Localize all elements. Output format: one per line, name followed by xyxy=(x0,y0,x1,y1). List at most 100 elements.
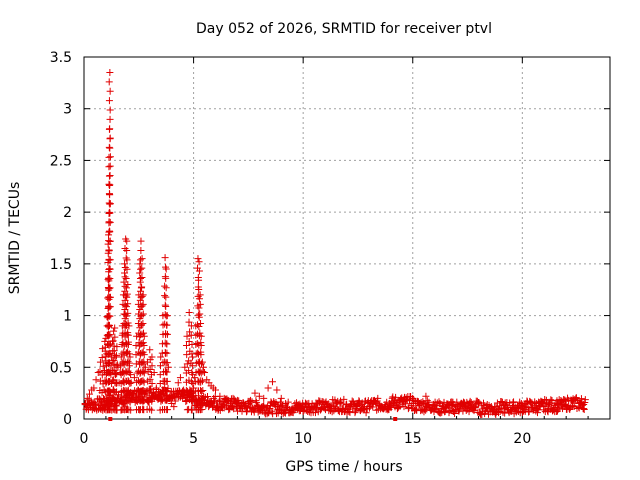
data-point xyxy=(112,352,120,360)
data-point xyxy=(138,302,146,310)
data-point xyxy=(437,409,445,417)
data-point xyxy=(422,392,430,400)
data-point xyxy=(81,399,89,407)
y-axis-label: SRMTID / TECUs xyxy=(7,182,23,295)
data-point xyxy=(196,291,204,299)
data-point xyxy=(183,332,191,340)
data-point xyxy=(362,409,370,417)
x-tick-label: 0 xyxy=(80,431,89,447)
data-point xyxy=(161,282,169,290)
data-point xyxy=(188,353,196,361)
data-point xyxy=(136,305,144,313)
data-point xyxy=(113,388,121,396)
data-point xyxy=(336,398,344,406)
data-point xyxy=(439,405,447,413)
data-point xyxy=(540,406,548,414)
data-point xyxy=(106,200,114,208)
data-point xyxy=(140,360,148,368)
data-point xyxy=(122,284,130,292)
data-point xyxy=(189,362,197,370)
data-point xyxy=(161,339,169,347)
data-point xyxy=(575,399,583,407)
data-point xyxy=(127,371,135,379)
data-point xyxy=(105,78,113,86)
data-point xyxy=(185,308,193,316)
data-point xyxy=(163,368,171,376)
data-point xyxy=(220,394,228,402)
data-point xyxy=(471,404,479,412)
data-point xyxy=(176,374,184,382)
data-point xyxy=(339,405,347,413)
data-point xyxy=(229,394,237,402)
data-point xyxy=(137,246,145,254)
data-point xyxy=(121,273,129,281)
data-point xyxy=(136,256,144,264)
data-point xyxy=(553,401,561,409)
data-point xyxy=(211,397,219,405)
data-point xyxy=(516,398,524,406)
data-point xyxy=(106,115,114,123)
data-point xyxy=(162,293,170,301)
data-point xyxy=(163,387,171,395)
data-point xyxy=(106,181,114,189)
data-point xyxy=(188,397,196,405)
data-point xyxy=(162,303,170,311)
data-point xyxy=(197,387,205,395)
data-point xyxy=(393,405,401,413)
data-point xyxy=(191,374,199,382)
data-point xyxy=(111,388,119,396)
data-point xyxy=(163,377,171,385)
data-point xyxy=(581,398,589,406)
data-point xyxy=(99,362,107,370)
data-point xyxy=(387,402,395,410)
data-point xyxy=(498,398,506,406)
data-point xyxy=(111,333,119,341)
data-point xyxy=(120,278,128,286)
data-point xyxy=(157,388,165,396)
data-point xyxy=(192,322,200,330)
data-point xyxy=(122,254,130,262)
data-point xyxy=(105,163,113,171)
data-point xyxy=(122,292,130,300)
data-point xyxy=(109,347,117,355)
data-point xyxy=(138,283,146,291)
data-point xyxy=(140,341,148,349)
data-point xyxy=(106,106,114,114)
data-point xyxy=(565,404,573,412)
data-point xyxy=(98,371,106,379)
data-point xyxy=(106,293,114,301)
data-point xyxy=(233,396,241,404)
data-point xyxy=(140,397,148,405)
data-point xyxy=(333,403,341,411)
data-point xyxy=(137,331,145,339)
data-point xyxy=(148,388,156,396)
data-point xyxy=(140,329,148,337)
data-point xyxy=(374,394,382,402)
data-point xyxy=(105,199,113,207)
data-point xyxy=(186,328,194,336)
data-point xyxy=(185,338,193,346)
y-tick-label: 0 xyxy=(63,412,72,428)
data-point xyxy=(90,384,98,392)
data-point xyxy=(260,394,268,402)
data-point xyxy=(163,330,171,338)
data-point xyxy=(183,360,191,368)
data-point xyxy=(106,190,114,198)
data-point xyxy=(150,368,158,376)
data-point xyxy=(392,393,400,401)
data-point xyxy=(124,331,132,339)
y-tick-label: 3 xyxy=(63,102,72,118)
x-tick-label: 5 xyxy=(189,431,198,447)
data-point xyxy=(238,399,246,407)
data-point xyxy=(98,353,106,361)
data-point xyxy=(163,406,171,414)
data-point xyxy=(197,351,205,359)
data-point xyxy=(105,321,113,329)
data-point xyxy=(113,370,121,378)
data-point xyxy=(577,395,585,403)
data-point xyxy=(136,269,144,277)
data-point xyxy=(415,399,423,407)
data-point xyxy=(123,256,131,264)
data-point xyxy=(106,303,114,311)
data-point xyxy=(162,263,170,271)
